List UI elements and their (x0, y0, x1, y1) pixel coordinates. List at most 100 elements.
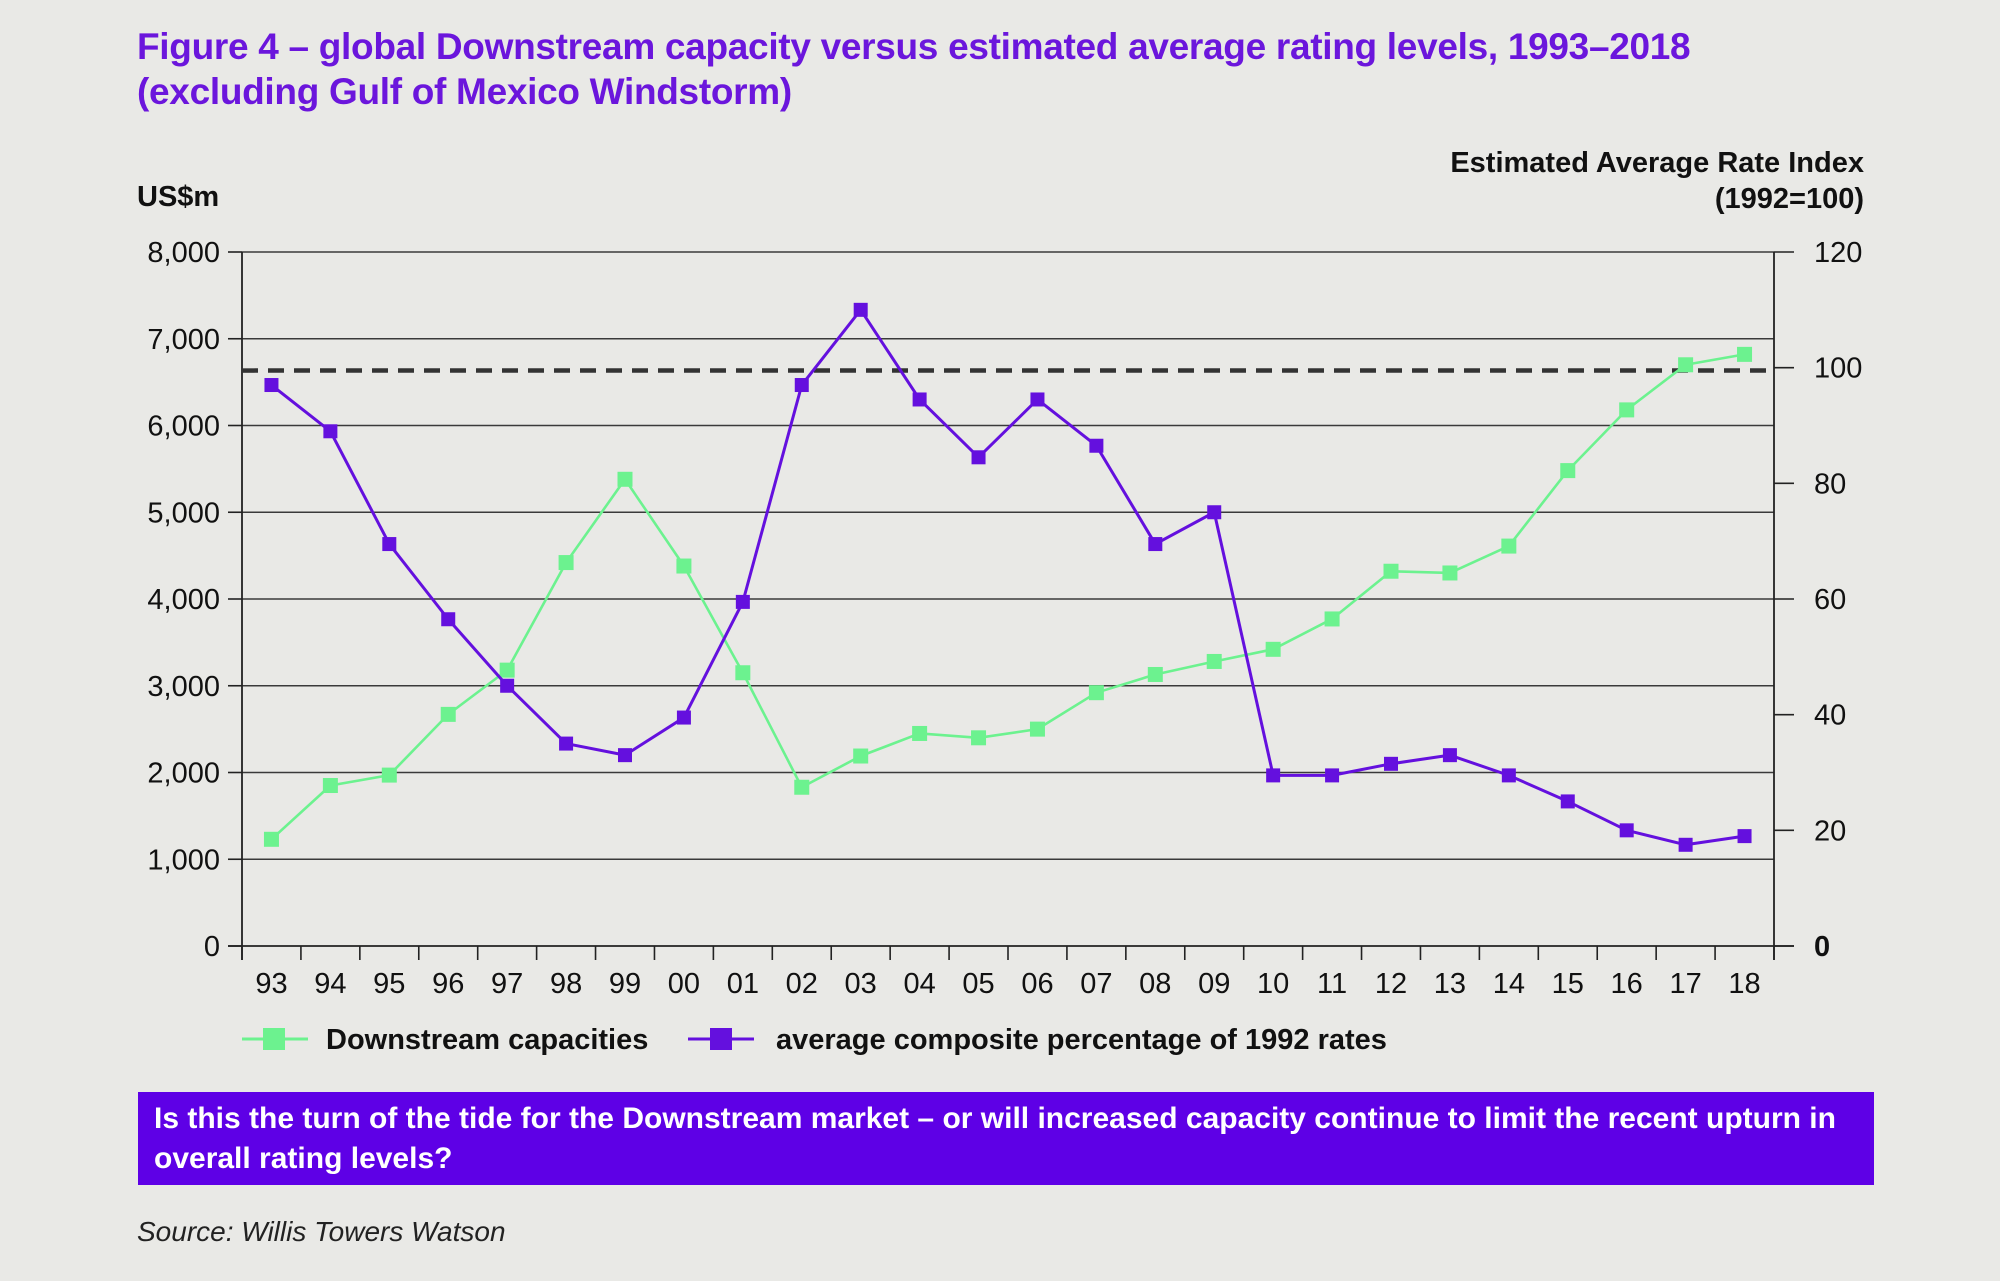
x-tick-label: 09 (1198, 968, 1230, 1000)
right-tick-label: 40 (1814, 700, 1846, 732)
x-tick-label: 13 (1434, 968, 1466, 1000)
x-tick-label: 14 (1493, 968, 1525, 1000)
x-tick-label: 17 (1669, 968, 1701, 1000)
capacity-point (499, 662, 515, 678)
right-tick-label: 80 (1814, 468, 1846, 500)
rate-point (382, 537, 397, 552)
left-tick-label: 1,000 (147, 844, 220, 876)
legend-label-capacity: Downstream capacities (326, 1024, 648, 1056)
x-tick-label: 05 (962, 968, 994, 1000)
x-tick-label: 06 (1021, 968, 1053, 1000)
rate-point (441, 612, 456, 627)
rate-point (676, 710, 691, 725)
left-axis-ticks: 0 1,000 2,000 3,000 4,000 5,000 6,000 7,000 8,00… (147, 237, 242, 963)
capacity-point (912, 725, 928, 741)
capacity-point (1324, 611, 1340, 627)
x-tick-label: 10 (1257, 968, 1289, 1000)
capacity-point (617, 471, 633, 487)
x-tick-label: 95 (373, 968, 405, 1000)
capacity-point (853, 748, 869, 764)
source-note: Source: Willis Towers Watson (137, 1216, 506, 1247)
rate-point (500, 678, 515, 693)
rate-line (270, 308, 1745, 847)
capacity-point (1265, 641, 1281, 657)
chart-title: Figure 4 – global Downstream capacity ve… (137, 26, 1691, 112)
x-tick-label: 03 (845, 968, 877, 1000)
rate-point (853, 302, 868, 317)
rate-point (794, 378, 809, 393)
capacity-point (1029, 721, 1045, 737)
x-tick-label: 04 (903, 968, 935, 1000)
capacity-line (270, 353, 1745, 841)
x-tick-label: 12 (1375, 968, 1407, 1000)
left-tick-label: 6,000 (147, 411, 220, 443)
capacity-point (1206, 653, 1222, 669)
x-tick-label: 02 (786, 968, 818, 1000)
legend-capacity-marker (263, 1028, 285, 1050)
x-tick-label: 08 (1139, 968, 1171, 1000)
x-tick-label: 00 (668, 968, 700, 1000)
callout-box: Is this the turn of the tide for the Dow… (138, 1092, 1874, 1185)
rate-point (971, 450, 986, 465)
capacity-point (1442, 565, 1458, 581)
rate-point (264, 378, 279, 393)
left-tick-label: 2,000 (147, 758, 220, 790)
capacity-point (322, 778, 338, 794)
left-tick-label: 5,000 (147, 497, 220, 529)
capacity-point (1619, 402, 1635, 418)
capacity-point (1147, 666, 1163, 682)
right-axis-ticks: 0 20 40 60 80 100 120 (1774, 237, 1862, 963)
x-tick-label: 97 (491, 968, 523, 1000)
x-tick-label: 98 (550, 968, 582, 1000)
left-axis-title: US$m (137, 181, 219, 213)
x-tick-label: 01 (727, 968, 759, 1000)
legend-item-rate: average composite percentage of 1992 rat… (688, 1024, 1387, 1056)
legend: Downstream capacities average composite … (242, 1024, 1387, 1056)
capacity-point (440, 706, 456, 722)
legend-item-capacity: Downstream capacities (242, 1024, 648, 1056)
capacity-point (1678, 357, 1694, 373)
rate-point (1560, 794, 1575, 809)
legend-rate-marker (710, 1028, 732, 1050)
right-tick-label: 120 (1814, 237, 1862, 269)
rate-point (559, 736, 574, 751)
rate-point (1619, 823, 1634, 838)
axes (228, 252, 1794, 960)
x-tick-label: 99 (609, 968, 641, 1000)
x-tick-label: 16 (1611, 968, 1643, 1000)
capacity-point (381, 767, 397, 783)
left-tick-label: 0 (204, 931, 220, 963)
x-tick-label: 15 (1552, 968, 1584, 1000)
capacity-point (1737, 346, 1753, 362)
capacity-point (1383, 563, 1399, 579)
x-tick-label: 18 (1728, 968, 1760, 1000)
gridlines (242, 251, 1774, 861)
capacity-point (676, 558, 692, 574)
callout-text: Is this the turn of the tide for the Dow… (154, 1102, 1836, 1175)
rate-point (1678, 837, 1693, 852)
capacity-point (1501, 538, 1517, 554)
rate-point (735, 594, 750, 609)
rate-point (1030, 392, 1045, 407)
series-rate (264, 302, 1752, 852)
x-tick-label: 96 (432, 968, 464, 1000)
capacity-point (558, 555, 574, 571)
left-tick-label: 4,000 (147, 584, 220, 616)
x-tick-label: 93 (255, 968, 287, 1000)
right-tick-label: 0 (1814, 931, 1830, 963)
x-tick-label: 94 (314, 968, 346, 1000)
capacity-point (263, 831, 279, 847)
right-tick-label: 20 (1814, 815, 1846, 847)
rate-point (912, 392, 927, 407)
right-tick-label: 100 (1814, 353, 1862, 385)
capacity-point (1560, 463, 1576, 479)
rate-point (1442, 748, 1457, 763)
rate-point (1089, 438, 1104, 453)
rate-point (618, 748, 632, 763)
series-layer (263, 302, 1753, 852)
capacity-point (1088, 685, 1104, 701)
capacity-point (794, 779, 810, 795)
capacity-point (735, 665, 751, 681)
capacity-point (971, 730, 987, 746)
